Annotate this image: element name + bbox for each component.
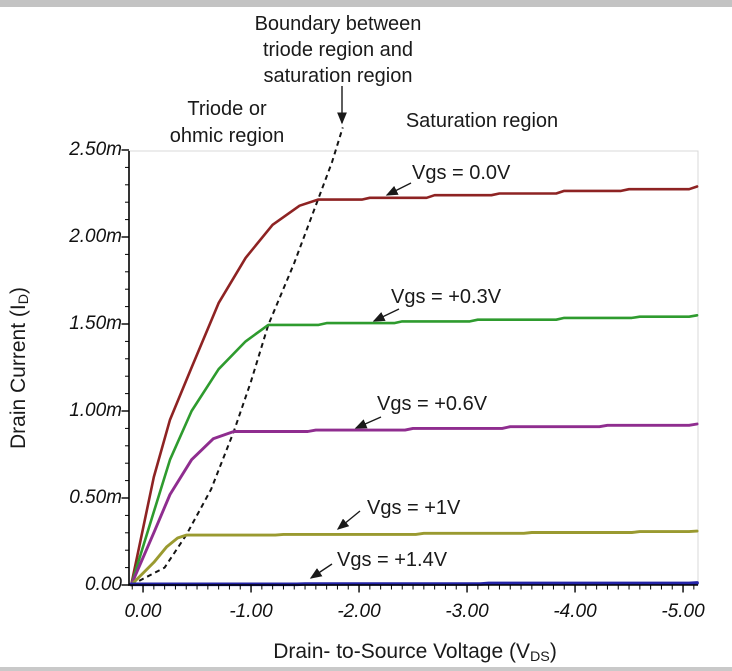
curve-vgs-+1 [129, 529, 699, 587]
y-axis-title-close: ) [7, 286, 30, 294]
x-axis-title-subscript: DS [529, 649, 550, 665]
x-axis-title-text: Drain- to-Source Voltage (V [273, 640, 530, 663]
y-tick-label-2.00m: 2.00m [69, 226, 122, 247]
vgs-0.0-arrow [385, 182, 412, 196]
vgs-+0.6-arrow [354, 416, 382, 429]
y-tick-label-1.00m: 1.00m [69, 400, 122, 421]
curve-label-vgs-0.0: Vgs = 0.0V [412, 162, 511, 184]
y-axis-title-text: Drain Current (I [7, 304, 30, 450]
triode-region-annotation: Triode or ohmic region [169, 98, 285, 147]
bottom-gray-bar [0, 667, 732, 671]
y-tick-label-0.00: 0.00 [85, 574, 122, 595]
annotation-arrows-group [309, 86, 412, 579]
y-axis-title-subscript: D [16, 293, 32, 305]
y-tick-label-0.50m: 0.50m [69, 487, 122, 508]
triode-saturation-boundary [130, 127, 344, 586]
x-tick-label-0.00: 0.00 [124, 601, 162, 622]
vgs-+0.3-arrow [372, 308, 400, 322]
plot-area-border [128, 150, 699, 586]
y-axis-title: Drain Current (ID) [7, 286, 32, 450]
x-tick-label--5.00: -5.00 [661, 601, 705, 622]
curve-vgs-0.0 [129, 185, 699, 587]
vgs-+1-arrow [336, 510, 361, 530]
x-tick-label--4.00: -4.00 [553, 601, 597, 622]
y-tick-label-1.50m: 1.50m [69, 313, 122, 334]
curve-vgs-+1.4 [129, 581, 699, 587]
curve-label-vgs-+1.4: Vgs = +1.4V [337, 549, 448, 571]
x-axis-title: Drain- to-Source Voltage (VDS) [273, 640, 557, 665]
curve-label-vgs-+0.3: Vgs = +0.3V [391, 286, 502, 308]
curve-vgs-+0.3 [129, 314, 699, 587]
x-tick-label--3.00: -3.00 [445, 601, 489, 622]
top-gray-bar [0, 0, 732, 7]
x-tick-label--1.00: -1.00 [229, 601, 273, 622]
vgs-+1.4-arrow [309, 563, 333, 579]
boundary-curve-group [130, 127, 344, 586]
curve-label-vgs-+0.6: Vgs = +0.6V [377, 393, 488, 415]
curve-vgs-+0.6 [129, 422, 699, 587]
axes-group [121, 149, 698, 593]
x-tick-label--2.00: -2.00 [337, 601, 381, 622]
saturation-region-annotation: Saturation region [405, 110, 559, 132]
x-axis-title-close: ) [549, 640, 557, 663]
boundary-region-annotation: Boundary between triode region and satur… [254, 13, 422, 87]
y-tick-label-2.50m: 2.50m [69, 139, 122, 160]
curve-label-vgs-+1: Vgs = +1V [367, 497, 461, 519]
